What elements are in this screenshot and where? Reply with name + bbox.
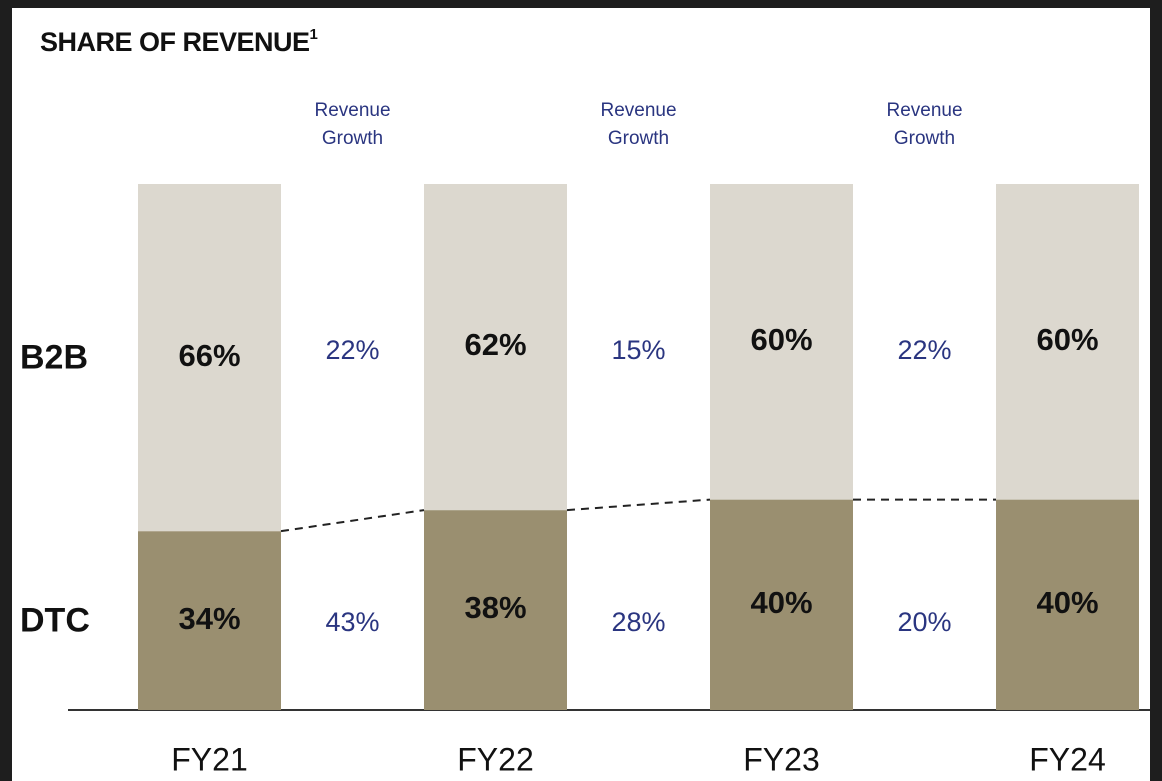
chart-title: SHARE OF REVENUE1	[40, 26, 318, 57]
data-label: 62%	[464, 327, 526, 362]
growth-header: Growth	[894, 128, 955, 149]
growth-header: Revenue	[600, 100, 676, 121]
bar-segment	[138, 184, 281, 532]
bar-segment	[424, 510, 567, 710]
growth-value: 22%	[325, 335, 379, 365]
title-text: SHARE OF REVENUE	[40, 27, 310, 57]
connector	[280, 509, 425, 533]
bar-segment	[138, 531, 281, 710]
growth-value: 28%	[611, 607, 665, 637]
x-tick-label: FY23	[743, 741, 819, 777]
growth-value: 15%	[611, 335, 665, 365]
growth-header: Revenue	[886, 100, 962, 121]
x-tick-label: FY24	[1029, 741, 1105, 777]
bar-segment	[710, 499, 853, 710]
title-superscript: 1	[310, 26, 318, 43]
bar-segment	[996, 499, 1139, 710]
data-label: 38%	[464, 590, 526, 625]
data-label: 40%	[750, 585, 812, 620]
x-tick-label: FY21	[171, 741, 247, 777]
data-label: 40%	[1036, 585, 1098, 620]
series-label: DTC	[20, 602, 90, 640]
connector	[566, 498, 711, 512]
x-tick-label: FY22	[457, 741, 533, 777]
growth-value: 43%	[325, 607, 379, 637]
growth-header: Growth	[322, 128, 383, 149]
data-label: 60%	[1036, 322, 1098, 357]
bar-segment	[996, 184, 1139, 500]
series-label: B2B	[20, 339, 88, 377]
data-label: 60%	[750, 322, 812, 357]
growth-header: Growth	[608, 128, 669, 149]
data-label: 34%	[178, 601, 240, 636]
growth-value: 22%	[897, 335, 951, 365]
bar-segment	[710, 184, 853, 500]
growth-header: Revenue	[314, 100, 390, 121]
bar-segment	[424, 184, 567, 511]
data-label: 66%	[178, 338, 240, 373]
growth-value: 20%	[897, 607, 951, 637]
